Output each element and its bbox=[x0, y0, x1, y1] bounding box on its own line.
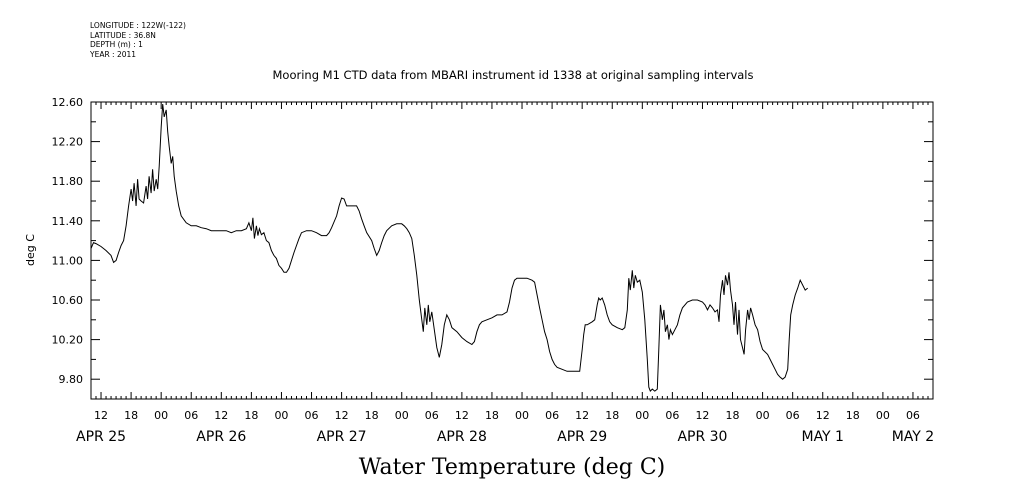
x-hour-label: 18 bbox=[365, 409, 379, 422]
x-hour-label: 00 bbox=[876, 409, 890, 422]
chart-title: Mooring M1 CTD data from MBARI instrumen… bbox=[273, 68, 754, 82]
x-hour-label: 12 bbox=[695, 409, 709, 422]
x-hour-label: 18 bbox=[485, 409, 499, 422]
y-tick-label: 12.60 bbox=[52, 96, 84, 109]
longitude-label: LONGITUDE : 122W(-122) bbox=[90, 21, 186, 30]
x-day-label: APR 25 bbox=[76, 429, 126, 445]
x-hour-label: 00 bbox=[635, 409, 649, 422]
x-day-label: APR 29 bbox=[557, 429, 607, 445]
y-tick-label: 12.20 bbox=[52, 136, 84, 149]
x-day-label: MAY 1 bbox=[801, 429, 843, 445]
metadata-block: LONGITUDE : 122W(-122) LATITUDE : 36.8N … bbox=[90, 21, 186, 59]
x-day-label: APR 28 bbox=[437, 429, 487, 445]
temperature-series-line bbox=[90, 103, 809, 393]
x-day-label: APR 30 bbox=[677, 429, 727, 445]
y-axis-label: deg C bbox=[24, 234, 37, 266]
depth-label: DEPTH (m) : 1 bbox=[90, 40, 143, 49]
x-day-label: APR 27 bbox=[317, 429, 367, 445]
y-tick-label: 11.80 bbox=[52, 175, 84, 188]
x-hour-label: 12 bbox=[214, 409, 228, 422]
x-hour-label: 06 bbox=[545, 409, 559, 422]
x-hour-label: 18 bbox=[726, 409, 740, 422]
x-axis-label: Water Temperature (deg C) bbox=[359, 455, 666, 480]
plot-frame bbox=[90, 101, 934, 400]
x-day-label: MAY 2 bbox=[892, 429, 934, 445]
x-hour-label: 06 bbox=[665, 409, 679, 422]
x-hour-label: 00 bbox=[395, 409, 409, 422]
x-hour-label: 12 bbox=[575, 409, 589, 422]
x-day-label: APR 26 bbox=[196, 429, 246, 445]
x-hour-label: 12 bbox=[335, 409, 349, 422]
y-tick-label: 11.40 bbox=[52, 215, 84, 228]
x-hour-label: 06 bbox=[906, 409, 920, 422]
latitude-label: LATITUDE : 36.8N bbox=[90, 30, 156, 40]
x-hour-label: 18 bbox=[124, 409, 138, 422]
x-hour-label: 06 bbox=[425, 409, 439, 422]
x-hour-label: 12 bbox=[816, 409, 830, 422]
x-hour-label: 00 bbox=[274, 409, 288, 422]
x-hour-label: 12 bbox=[94, 409, 108, 422]
x-hour-label: 06 bbox=[184, 409, 198, 422]
y-tick-label: 10.20 bbox=[52, 334, 84, 347]
x-hour-label: 06 bbox=[786, 409, 800, 422]
x-hour-label: 12 bbox=[455, 409, 469, 422]
y-tick-label: 10.60 bbox=[52, 294, 84, 307]
x-hour-label: 06 bbox=[305, 409, 319, 422]
x-hour-label: 18 bbox=[244, 409, 258, 422]
x-hour-label: 00 bbox=[515, 409, 529, 422]
x-hour-label: 00 bbox=[154, 409, 168, 422]
y-tick-label: 9.80 bbox=[59, 373, 84, 386]
x-hour-label: 00 bbox=[756, 409, 770, 422]
year-label: YEAR : 2011 bbox=[90, 49, 137, 59]
x-hour-label: 18 bbox=[846, 409, 860, 422]
x-hour-label: 18 bbox=[605, 409, 619, 422]
y-tick-label: 11.00 bbox=[52, 254, 84, 267]
